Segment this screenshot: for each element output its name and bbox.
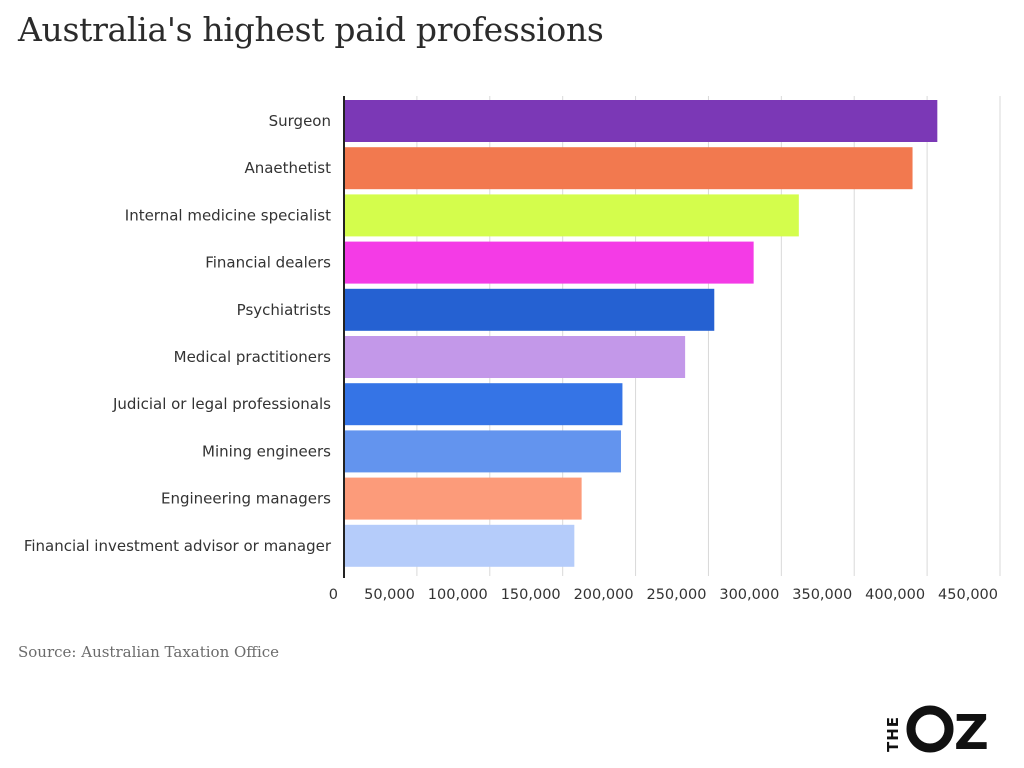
x-tick-label: 350,000: [792, 587, 852, 603]
bar: [345, 194, 799, 237]
x-tick-label: 150,000: [501, 587, 561, 603]
bar-chart: Surgeon Anaethetist Internal medicine spec…: [24, 96, 1001, 603]
x-tick-label: 250,000: [646, 587, 706, 603]
bar: [345, 147, 913, 190]
bar: [345, 241, 754, 284]
category-label: Mining engineers: [202, 442, 331, 460]
x-tick-label: 400,000: [865, 587, 925, 603]
x-tick-label: 300,000: [719, 587, 779, 603]
bar: [345, 336, 686, 378]
bar: [345, 100, 938, 142]
category-label: Engineering managers: [161, 490, 331, 508]
bar: [345, 288, 715, 331]
x-tick-label: 0: [329, 587, 338, 603]
source-note: Source: Australian Taxation Office: [18, 643, 280, 661]
x-tick-label: 100,000: [428, 587, 488, 603]
x-tick-label: 200,000: [574, 587, 634, 603]
x-tick-labels: 0 50,000 100,000 150,000 200,000 250,000 300,0…: [329, 587, 998, 603]
the-oz-logo: THE Z: [884, 705, 989, 756]
svg-text:THE: THE: [884, 716, 902, 752]
x-tick-label: 50,000: [364, 587, 415, 603]
bar: [345, 524, 575, 567]
category-labels: Surgeon Anaethetist Internal medicine spec…: [24, 112, 332, 555]
chart-title: Australia's highest paid professions: [18, 10, 604, 49]
bar: [345, 383, 623, 426]
svg-text:Z: Z: [954, 705, 989, 756]
bar: [345, 477, 582, 520]
category-label: Judicial or legal professionals: [112, 395, 331, 413]
category-label: Medical practitioners: [174, 348, 332, 366]
category-label: Psychiatrists: [237, 301, 331, 319]
category-label: Financial dealers: [205, 254, 331, 272]
x-tick-label: 450,000: [938, 587, 998, 603]
bar: [345, 430, 621, 473]
category-label: Anaethetist: [244, 159, 331, 177]
category-label: Internal medicine specialist: [125, 206, 331, 224]
category-label: Surgeon: [269, 112, 331, 130]
category-label: Financial investment advisor or manager: [24, 537, 332, 555]
bars: [345, 100, 938, 567]
